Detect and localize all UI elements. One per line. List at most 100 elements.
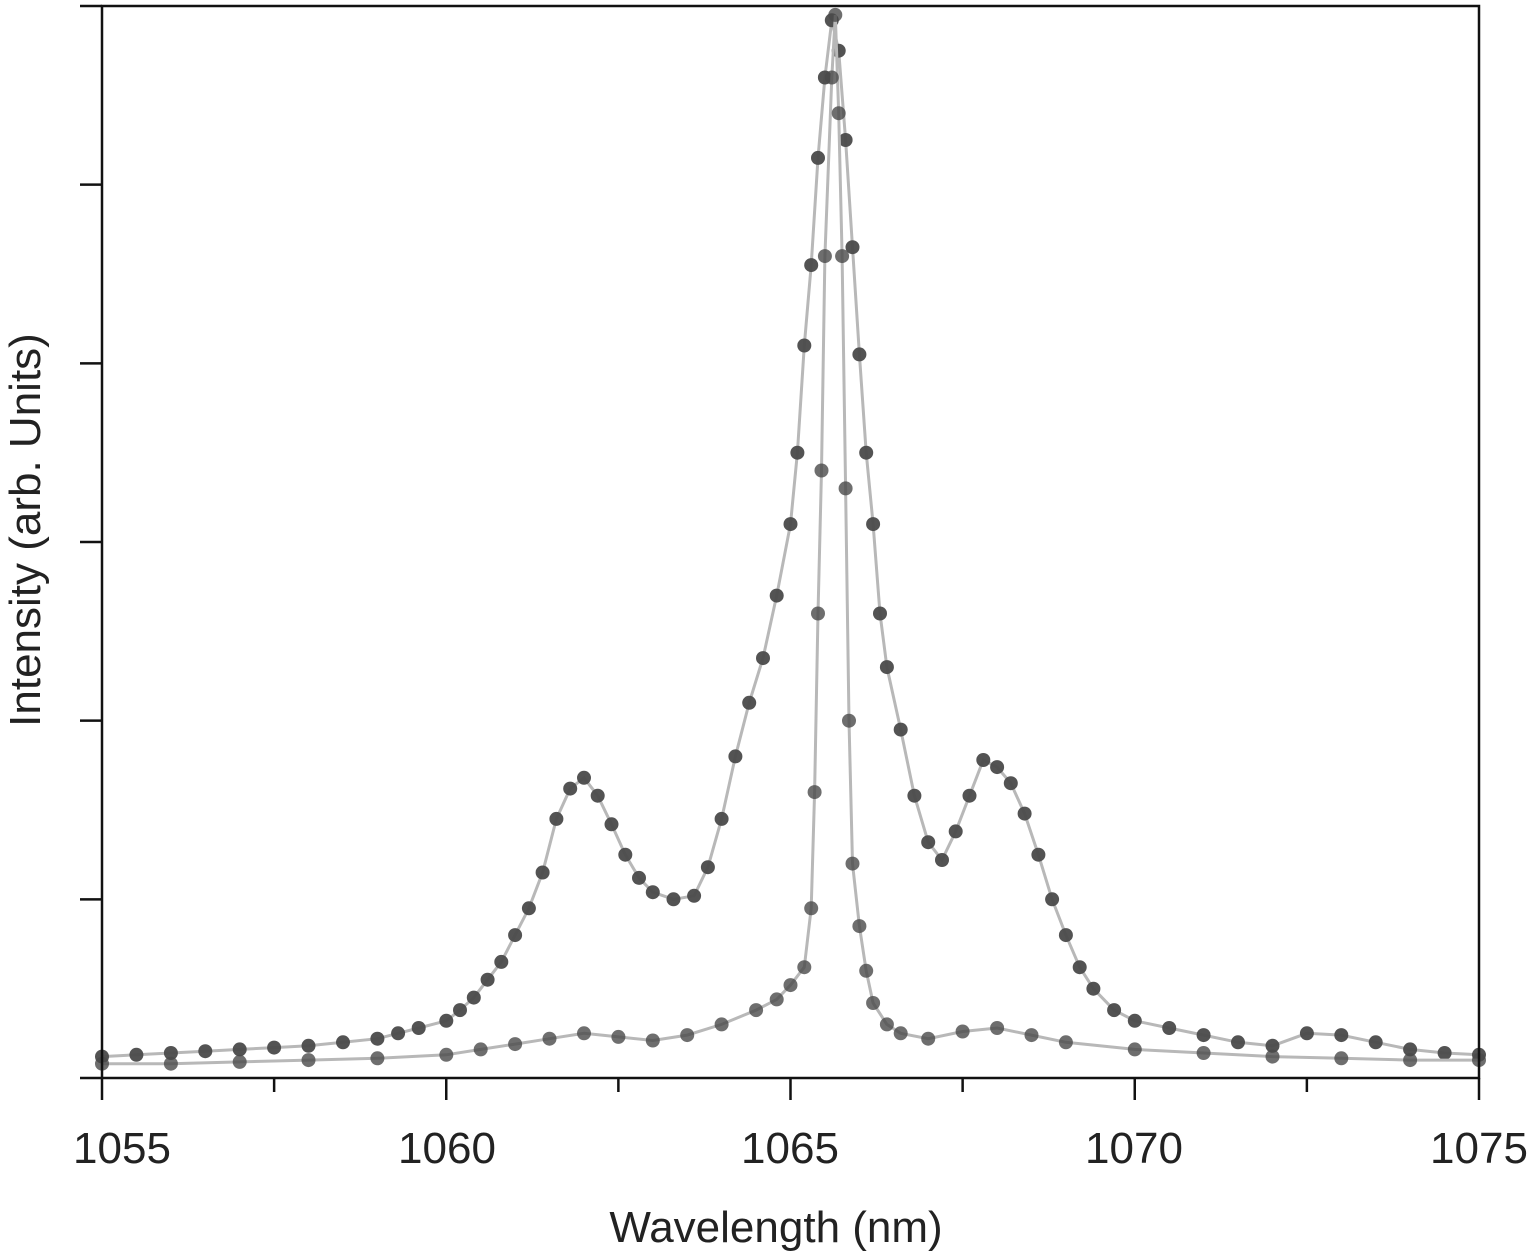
- data-point: [700, 860, 715, 875]
- data-point: [1086, 981, 1101, 996]
- data-point: [1334, 1051, 1349, 1066]
- data-point: [811, 606, 825, 621]
- data-point: [439, 1047, 454, 1062]
- data-point: [391, 1026, 406, 1041]
- data-point: [893, 722, 908, 737]
- data-point: [749, 1003, 764, 1018]
- data-point: [163, 1046, 178, 1060]
- data-point: [494, 954, 509, 969]
- data-point: [1403, 1042, 1418, 1057]
- data-point: [845, 240, 860, 255]
- data-point: [948, 824, 963, 839]
- data-point: [1127, 1042, 1142, 1057]
- data-point: [301, 1038, 316, 1053]
- x-tick-label: 1065: [741, 1124, 839, 1173]
- data-point: [411, 1021, 426, 1035]
- data-point: [811, 150, 825, 165]
- data-point: [769, 588, 784, 603]
- data-point: [1334, 1028, 1349, 1043]
- data-point: [828, 7, 843, 22]
- data-point: [439, 1013, 454, 1028]
- data-point: [866, 517, 881, 532]
- data-point: [921, 1031, 936, 1046]
- data-point: [742, 695, 757, 710]
- data-point: [1003, 776, 1018, 791]
- data-point: [852, 347, 867, 362]
- data-point: [955, 1024, 970, 1039]
- data-point: [336, 1035, 350, 1050]
- data-point: [814, 463, 829, 478]
- data-point: [859, 445, 874, 460]
- data-point: [842, 713, 856, 728]
- data-point: [1058, 1035, 1073, 1050]
- plot-frame: [100, 4, 1481, 1080]
- data-point: [804, 901, 819, 916]
- data-point: [873, 606, 887, 621]
- data-point: [907, 788, 922, 803]
- data-point: [232, 1054, 247, 1069]
- data-point: [1265, 1038, 1280, 1053]
- data-point: [301, 1053, 316, 1068]
- data-point: [1231, 1035, 1245, 1050]
- data-point: [893, 1026, 908, 1041]
- data-point: [508, 928, 523, 943]
- data-point: [687, 888, 702, 903]
- data-point: [645, 885, 660, 900]
- x-axis-title: Wavelength (nm): [609, 1203, 942, 1252]
- data-point: [1031, 847, 1046, 862]
- data-point: [835, 249, 850, 264]
- x-tick-label: 1055: [73, 1124, 171, 1173]
- data-point: [990, 760, 1005, 775]
- data-point: [521, 901, 536, 916]
- data-point: [611, 1029, 626, 1044]
- data-point: [756, 651, 770, 666]
- x-tick-label: 1070: [1085, 1124, 1183, 1173]
- data-point: [831, 106, 846, 121]
- data-point: [232, 1042, 247, 1057]
- data-point: [563, 781, 578, 796]
- data-point: [577, 1026, 591, 1041]
- data-point: [1162, 1021, 1177, 1035]
- data-point: [480, 972, 495, 987]
- data-point: [1437, 1046, 1452, 1060]
- data-point: [728, 749, 743, 764]
- data-point: [604, 817, 619, 832]
- ticks-layer: [80, 4, 1481, 1100]
- data-point: [1127, 1013, 1142, 1028]
- data-point: [769, 992, 784, 1007]
- data-point: [859, 963, 874, 978]
- data-point: [198, 1044, 213, 1059]
- data-point: [1024, 1028, 1039, 1043]
- data-point: [797, 338, 812, 353]
- data-point: [163, 1056, 178, 1071]
- data-point: [129, 1047, 144, 1062]
- data-point: [817, 249, 832, 264]
- data-point: [879, 1017, 894, 1032]
- data-point: [1045, 892, 1060, 907]
- x-tick-labels: 1055 1060 1065 1070 1075: [73, 1124, 1528, 1173]
- data-point: [1017, 806, 1032, 821]
- data-point: [549, 811, 564, 826]
- data-point: [453, 1003, 467, 1018]
- data-point: [838, 481, 853, 496]
- data-point: [645, 1033, 660, 1048]
- x-tick-label: 1060: [398, 1124, 496, 1173]
- data-point: [1265, 1049, 1280, 1064]
- data-point: [852, 919, 867, 934]
- data-point: [790, 445, 805, 460]
- data-point: [935, 853, 949, 867]
- data-point: [370, 1051, 385, 1066]
- data-point: [473, 1042, 488, 1057]
- data-point: [797, 960, 812, 975]
- data-point: [1196, 1028, 1211, 1043]
- data-point: [370, 1031, 385, 1046]
- data-point: [976, 753, 991, 767]
- x-tick-label: 1075: [1430, 1124, 1528, 1173]
- data-point: [783, 978, 798, 993]
- data-point: [666, 892, 681, 907]
- data-point: [1107, 1003, 1122, 1018]
- data-point: [962, 788, 977, 803]
- data-point: [680, 1028, 695, 1043]
- series-line-1: [101, 19, 1480, 1059]
